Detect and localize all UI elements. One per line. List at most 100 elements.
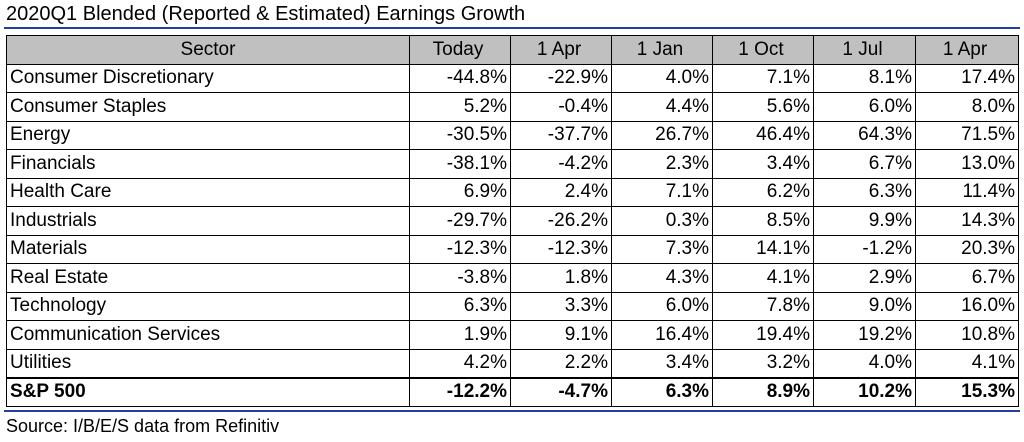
growth-value-cell: 3.2% xyxy=(712,348,814,378)
growth-value-cell: 3.4% xyxy=(611,348,713,378)
table-row: Consumer Discretionary -44.8% -22.9% 4.0% 7.… xyxy=(6,63,1019,93)
growth-value-cell: 8.5% xyxy=(712,206,814,236)
growth-value-cell: 8.9% xyxy=(712,376,814,407)
table-body: Consumer Discretionary -44.8% -22.9% 4.0% 7.… xyxy=(6,63,1019,407)
growth-value-cell: 26.7% xyxy=(611,120,713,150)
growth-value-cell: 7.1% xyxy=(712,63,814,93)
growth-value-cell: 64.3% xyxy=(813,120,916,150)
growth-value-cell: 2.2% xyxy=(510,348,612,378)
growth-value-cell: 17.4% xyxy=(915,63,1019,93)
source-divider xyxy=(4,410,1020,412)
growth-value-cell: 2.4% xyxy=(510,177,612,207)
column-header-1-jul: 1 Jul xyxy=(813,35,916,65)
growth-value-cell: 0.3% xyxy=(611,206,713,236)
growth-value-cell: -38.1% xyxy=(409,149,511,179)
growth-value-cell: 6.0% xyxy=(611,291,713,321)
sector-name-cell: Technology xyxy=(6,291,410,321)
column-header-1-jan: 1 Jan xyxy=(611,35,713,65)
growth-value-cell: 9.0% xyxy=(813,291,916,321)
growth-value-cell: 19.4% xyxy=(712,320,814,350)
growth-value-cell: -30.5% xyxy=(409,120,511,150)
column-header-1-apr-current: 1 Apr xyxy=(510,35,612,65)
table-row: Financials -38.1% -4.2% 2.3% 3.4% 6.7% 13.0% xyxy=(6,149,1019,179)
growth-value-cell: 4.3% xyxy=(611,263,713,293)
growth-value-cell: 14.1% xyxy=(712,234,814,264)
growth-value-cell: 15.3% xyxy=(915,376,1019,407)
growth-value-cell: 1.8% xyxy=(510,263,612,293)
table-row: Technology 6.3% 3.3% 6.0% 7.8% 9.0% 16.0% xyxy=(6,291,1019,321)
growth-value-cell: 13.0% xyxy=(915,149,1019,179)
table-row: Real Estate -3.8% 1.8% 4.3% 4.1% 2.9% 6.7% xyxy=(6,263,1019,293)
growth-value-cell: 16.0% xyxy=(915,291,1019,321)
growth-value-cell: 2.3% xyxy=(611,149,713,179)
growth-value-cell: -22.9% xyxy=(510,63,612,93)
growth-value-cell: 4.1% xyxy=(915,348,1019,378)
growth-value-cell: -3.8% xyxy=(409,263,511,293)
column-header-1-apr-prior: 1 Apr xyxy=(915,35,1019,65)
table-row: Materials -12.3% -12.3% 7.3% 14.1% -1.2% 20.3% xyxy=(6,234,1019,264)
growth-value-cell: 4.0% xyxy=(611,63,713,93)
growth-value-cell: 7.8% xyxy=(712,291,814,321)
sector-name-cell: Industrials xyxy=(6,206,410,236)
sector-name-cell: Consumer Discretionary xyxy=(6,63,410,93)
growth-value-cell: -26.2% xyxy=(510,206,612,236)
table-header-row: Sector Today 1 Apr 1 Jan 1 Oct 1 Jul 1 A… xyxy=(6,35,1019,65)
sector-name-cell: Energy xyxy=(6,120,410,150)
growth-value-cell: 6.0% xyxy=(813,92,916,122)
sector-name-cell: S&P 500 xyxy=(6,376,410,407)
growth-value-cell: 16.4% xyxy=(611,320,713,350)
growth-value-cell: 4.4% xyxy=(611,92,713,122)
growth-value-cell: 3.4% xyxy=(712,149,814,179)
table-row: Energy -30.5% -37.7% 26.7% 46.4% 64.3% 71.5% xyxy=(6,120,1019,150)
column-header-1-oct: 1 Oct xyxy=(712,35,814,65)
growth-value-cell: 6.2% xyxy=(712,177,814,207)
growth-value-cell: 5.2% xyxy=(409,92,511,122)
earnings-growth-table: Sector Today 1 Apr 1 Jan 1 Oct 1 Jul 1 A… xyxy=(6,35,1019,407)
growth-value-cell: 4.0% xyxy=(813,348,916,378)
table-row: Consumer Staples 5.2% -0.4% 4.4% 5.6% 6.0% 8.0… xyxy=(6,92,1019,122)
growth-value-cell: 6.7% xyxy=(915,263,1019,293)
growth-value-cell: 1.9% xyxy=(409,320,511,350)
source-note: Source: I/B/E/S data from Refinitiv xyxy=(6,416,280,436)
growth-value-cell: -37.7% xyxy=(510,120,612,150)
table-row: Utilities 4.2% 2.2% 3.4% 3.2% 4.0% 4.1% xyxy=(6,348,1019,378)
growth-value-cell: 8.1% xyxy=(813,63,916,93)
growth-value-cell: -12.3% xyxy=(409,234,511,264)
table-row: Communication Services 1.9% 9.1% 16.4% 19.4%… xyxy=(6,320,1019,350)
column-header-today: Today xyxy=(409,35,511,65)
sector-name-cell: Real Estate xyxy=(6,263,410,293)
growth-value-cell: -4.7% xyxy=(510,376,612,407)
growth-value-cell: 9.9% xyxy=(813,206,916,236)
growth-value-cell: -0.4% xyxy=(510,92,612,122)
growth-value-cell: -12.3% xyxy=(510,234,612,264)
growth-value-cell: 19.2% xyxy=(813,320,916,350)
sector-name-cell: Health Care xyxy=(6,177,410,207)
growth-value-cell: 2.9% xyxy=(813,263,916,293)
sector-name-cell: Materials xyxy=(6,234,410,264)
growth-value-cell: 10.8% xyxy=(915,320,1019,350)
growth-value-cell: 3.3% xyxy=(510,291,612,321)
sector-name-cell: Utilities xyxy=(6,348,410,378)
growth-value-cell: -1.2% xyxy=(813,234,916,264)
column-header-sector: Sector xyxy=(6,35,410,65)
growth-value-cell: 71.5% xyxy=(915,120,1019,150)
page-title: 2020Q1 Blended (Reported & Estimated) Ea… xyxy=(6,3,526,25)
growth-value-cell: -4.2% xyxy=(510,149,612,179)
growth-value-cell: 4.2% xyxy=(409,348,511,378)
growth-value-cell: 4.1% xyxy=(712,263,814,293)
growth-value-cell: 20.3% xyxy=(915,234,1019,264)
sector-name-cell: Financials xyxy=(6,149,410,179)
table-row: Industrials -29.7% -26.2% 0.3% 8.5% 9.9% 14.3% xyxy=(6,206,1019,236)
growth-value-cell: -44.8% xyxy=(409,63,511,93)
growth-value-cell: 9.1% xyxy=(510,320,612,350)
title-divider xyxy=(4,27,1020,29)
growth-value-cell: 8.0% xyxy=(915,92,1019,122)
growth-value-cell: 46.4% xyxy=(712,120,814,150)
sector-name-cell: Consumer Staples xyxy=(6,92,410,122)
growth-value-cell: 6.3% xyxy=(409,291,511,321)
growth-value-cell: -29.7% xyxy=(409,206,511,236)
growth-value-cell: -12.2% xyxy=(409,376,511,407)
growth-value-cell: 14.3% xyxy=(915,206,1019,236)
growth-value-cell: 7.1% xyxy=(611,177,713,207)
table-row: Health Care 6.9% 2.4% 7.1% 6.2% 6.3% 11.4% xyxy=(6,177,1019,207)
